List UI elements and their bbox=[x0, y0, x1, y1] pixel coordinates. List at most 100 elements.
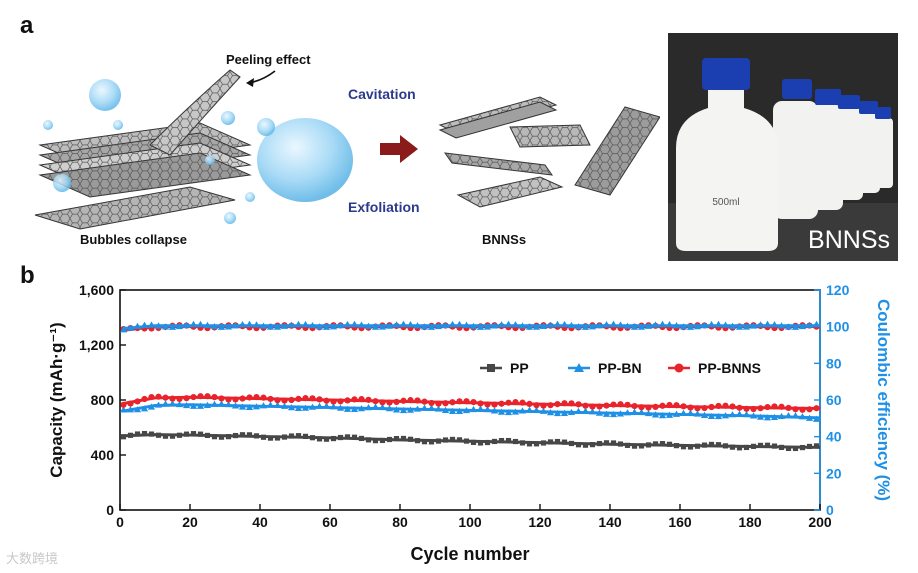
legend-label-pp-bn: PP-BN bbox=[598, 360, 642, 376]
pp-bn-point bbox=[686, 409, 695, 416]
pp-bnns-point bbox=[183, 395, 190, 402]
pp-point bbox=[624, 442, 631, 448]
pp-point bbox=[750, 443, 757, 449]
pp-bn-ce-point bbox=[231, 322, 240, 329]
pp-bn-point bbox=[238, 403, 247, 410]
pp-bn-point bbox=[553, 409, 562, 417]
pp-bnns-point bbox=[218, 395, 225, 402]
pp-bnns-point bbox=[225, 396, 232, 403]
pp-bn-point bbox=[497, 408, 506, 415]
pp-point bbox=[365, 437, 372, 443]
pp-bnns-point bbox=[694, 405, 701, 412]
pp-point bbox=[428, 439, 435, 445]
x-tick-label: 160 bbox=[668, 514, 692, 530]
pp-point bbox=[736, 445, 743, 451]
pp-bn-point bbox=[119, 406, 128, 413]
pp-bnns-point bbox=[617, 401, 624, 408]
pp-bn-ce-point bbox=[448, 320, 457, 328]
pp-bn-ce-point bbox=[245, 320, 254, 327]
pp-bnns-point bbox=[379, 399, 386, 406]
pp-point bbox=[253, 433, 260, 439]
pp-bnns-point bbox=[337, 398, 344, 405]
pp-bn-ce-point bbox=[413, 322, 422, 329]
pp-bnns-point bbox=[197, 393, 204, 400]
pp-bnns-point bbox=[652, 403, 659, 410]
pp-bnns-point bbox=[204, 393, 211, 400]
pp-bnns-point bbox=[274, 397, 281, 404]
pp-bnns-point bbox=[778, 403, 785, 410]
pp-point bbox=[316, 436, 323, 442]
pp-bn-ce-point bbox=[735, 323, 744, 330]
pp-bn-point bbox=[133, 406, 142, 413]
pp-bn-ce-point bbox=[756, 321, 765, 328]
pp-bn-line bbox=[123, 403, 821, 420]
pp-bn-ce-point bbox=[427, 323, 436, 330]
pp-bnns-point bbox=[757, 405, 764, 412]
pp-bnns-point bbox=[771, 403, 778, 410]
pp-point bbox=[386, 436, 393, 443]
pp-bn-point bbox=[224, 400, 233, 408]
pp-bn-point bbox=[343, 405, 352, 412]
pp-bn-point bbox=[182, 401, 191, 409]
pp-point bbox=[337, 434, 344, 441]
pp-bnns-point bbox=[750, 405, 757, 413]
pp-bnns-point bbox=[568, 400, 575, 407]
pp-bnns-point bbox=[407, 397, 414, 404]
pp-bn-ce-point bbox=[280, 322, 289, 329]
pp-bnns-point bbox=[708, 403, 715, 411]
x-tick-label: 80 bbox=[392, 514, 408, 530]
pp-bn-ce-point bbox=[693, 323, 702, 330]
pp-point bbox=[421, 439, 428, 445]
pp-bnns-point bbox=[512, 399, 519, 406]
legend-marker-pp-bnns bbox=[674, 363, 684, 373]
pp-bnns-point bbox=[470, 399, 477, 406]
pp-point bbox=[155, 432, 162, 438]
pp-bn-ce-point bbox=[385, 322, 394, 329]
pp-bnns-point bbox=[701, 404, 708, 412]
pp-line bbox=[123, 433, 821, 449]
pp-point bbox=[351, 434, 358, 440]
pp-bn-point bbox=[539, 407, 548, 414]
pp-bnns-point bbox=[673, 402, 680, 409]
pp-bnns-point bbox=[246, 394, 253, 401]
pp-bn-ce-line bbox=[123, 324, 820, 330]
pp-bn-ce-point bbox=[273, 323, 282, 330]
pp-bn-ce-point bbox=[483, 323, 492, 330]
pp-bn-ce-point bbox=[126, 324, 135, 331]
pp-bn-point bbox=[609, 410, 618, 418]
y2-tick-label: 60 bbox=[826, 392, 842, 408]
pp-bnns-point bbox=[176, 395, 183, 403]
pp-point bbox=[288, 433, 295, 439]
pp-bn-ce-point bbox=[707, 320, 716, 328]
pp-bnns-point bbox=[309, 395, 316, 402]
pp-bn-point bbox=[651, 411, 660, 418]
pp-bnns-point bbox=[351, 396, 358, 403]
pp-point bbox=[743, 444, 750, 451]
pp-bnns-point bbox=[421, 398, 428, 405]
bnns-nanosheets bbox=[438, 96, 660, 208]
pp-bn-point bbox=[588, 408, 597, 415]
pp-point bbox=[435, 438, 442, 444]
pp-bn-ce-point bbox=[714, 320, 723, 327]
bubbles-collapse-label: Bubbles collapse bbox=[80, 232, 187, 247]
pp-bnns-point bbox=[491, 401, 498, 408]
pp-bnns-point bbox=[561, 400, 568, 407]
pp-point bbox=[785, 445, 792, 451]
pp-bnns-point bbox=[372, 398, 379, 405]
pp-bnns-point bbox=[540, 402, 547, 409]
pp-point bbox=[596, 440, 603, 447]
pp-point bbox=[400, 435, 407, 442]
y-axis-title: Capacity (mAh·g⁻¹) bbox=[47, 322, 66, 477]
pp-bn-point bbox=[301, 404, 310, 411]
pp-bn-point bbox=[441, 406, 450, 414]
photo-caption: BNNSs bbox=[808, 226, 890, 254]
pp-bn-point bbox=[483, 405, 492, 413]
pp-bn-ce-point bbox=[322, 323, 331, 330]
pp-point bbox=[799, 444, 806, 451]
pp-point bbox=[323, 436, 330, 442]
pp-bn-ce-point bbox=[287, 321, 296, 328]
pp-point bbox=[372, 438, 379, 444]
pp-bnns-point bbox=[722, 402, 729, 409]
pp-bn-ce-point bbox=[154, 322, 163, 329]
pp-bn-ce-point bbox=[378, 323, 387, 330]
